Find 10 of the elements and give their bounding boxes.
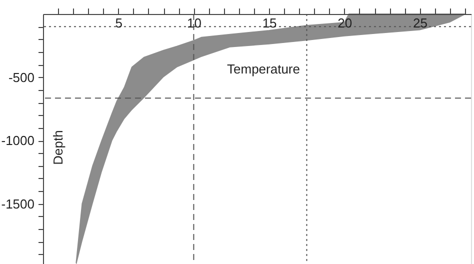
y-axis-title: Depth — [50, 130, 66, 165]
x-axis-title: Temperature — [227, 62, 300, 76]
y-tick-label: -500 — [8, 70, 34, 85]
x-tick-label: 5 — [115, 16, 122, 30]
x-tick-label: 15 — [262, 16, 277, 30]
x-tick-label: 10 — [186, 16, 202, 30]
y-tick-label: -1500 — [1, 196, 34, 212]
x-tick-label: 25 — [413, 16, 428, 30]
y-tick-label: -1000 — [1, 133, 34, 148]
x-tick-label: 20 — [338, 16, 352, 30]
